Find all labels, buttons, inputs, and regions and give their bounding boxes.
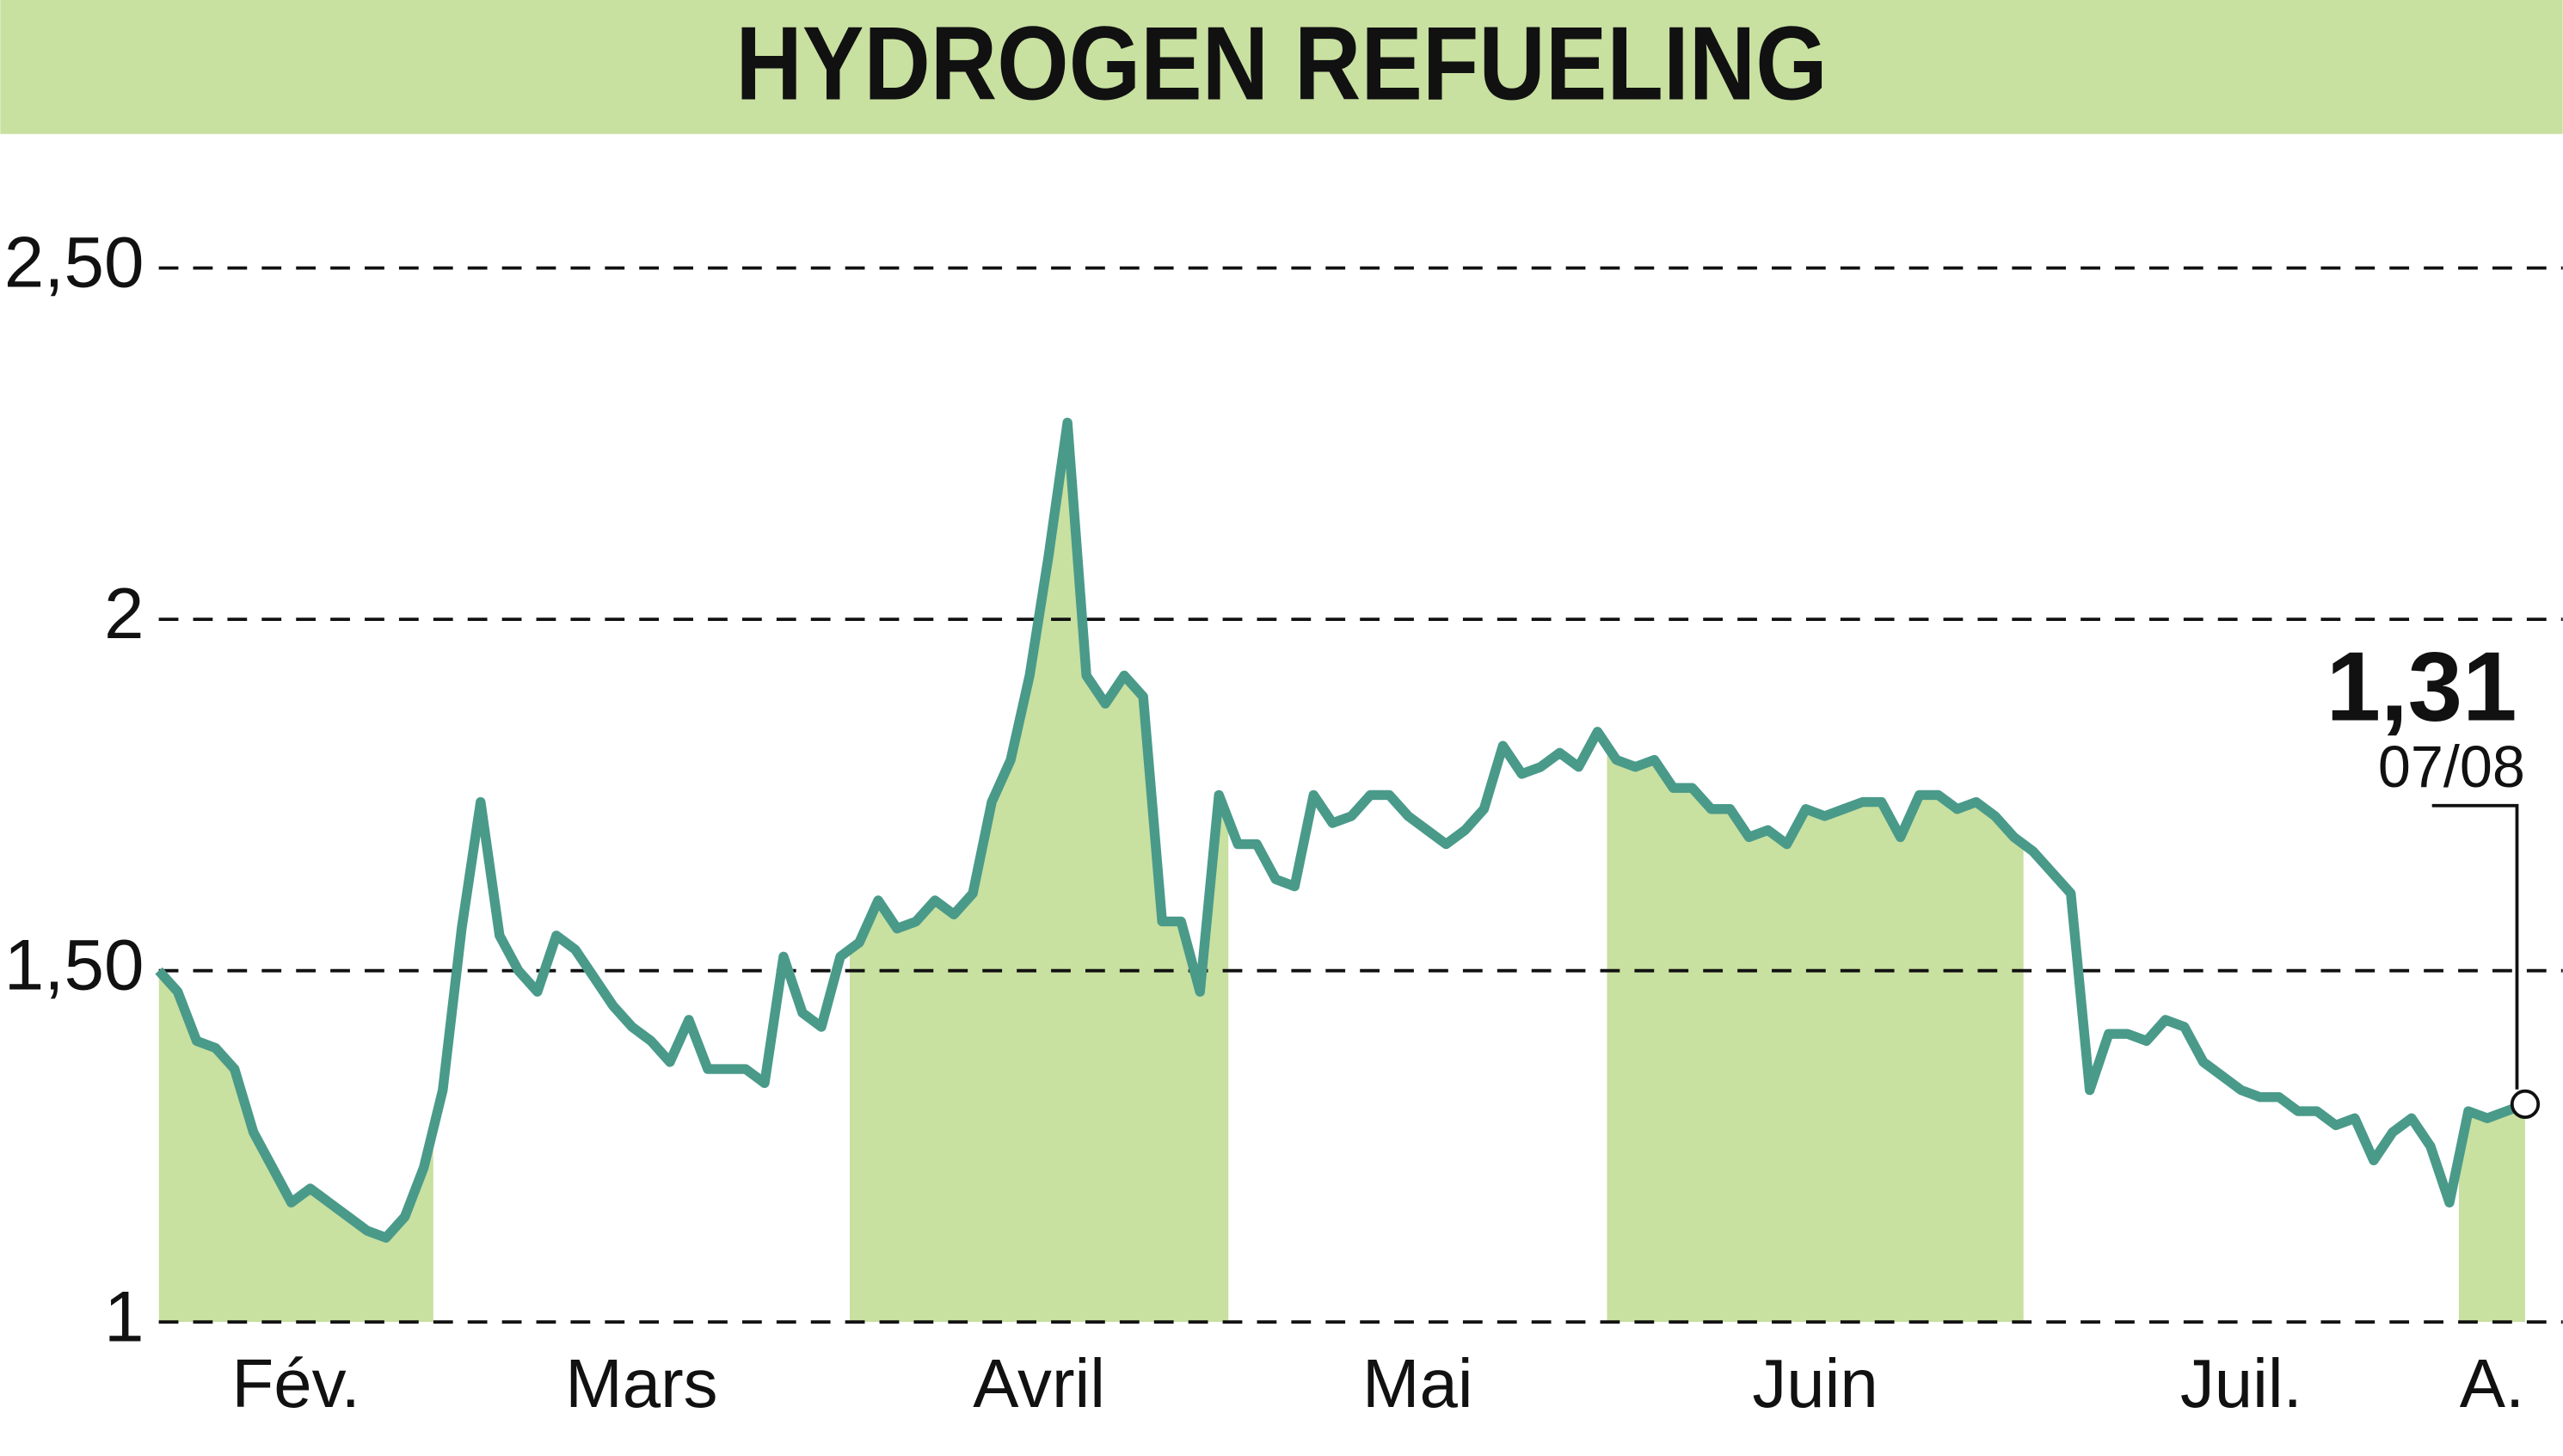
x-tick-label: Juil. [2180, 1345, 2302, 1422]
y-tick-label: 2,50 [4, 222, 144, 303]
x-tick-label: Avril [973, 1345, 1105, 1422]
last-point [2510, 1089, 2541, 1120]
connector [2431, 803, 2519, 1090]
x-tick-label: Fév. [232, 1345, 360, 1422]
y-tick-label: 2 [104, 573, 144, 654]
area-fill [158, 422, 2525, 1323]
x-tick-label: A. [2460, 1345, 2524, 1422]
last-date: 07/08 [2378, 734, 2525, 800]
x-tick-label: Mai [1362, 1345, 1473, 1422]
value-label: 1,31 [2326, 633, 2517, 742]
y-tick-label: 1 [104, 1275, 144, 1356]
x-tick-label: Juin [1752, 1345, 1878, 1422]
y-tick-label: 1,50 [4, 925, 144, 1005]
chart-title: HYDROGEN REFUELING [735, 5, 1827, 122]
x-tick-label: Mars [565, 1345, 717, 1422]
price-line [155, 417, 2527, 1243]
title-bar [0, 0, 2563, 134]
